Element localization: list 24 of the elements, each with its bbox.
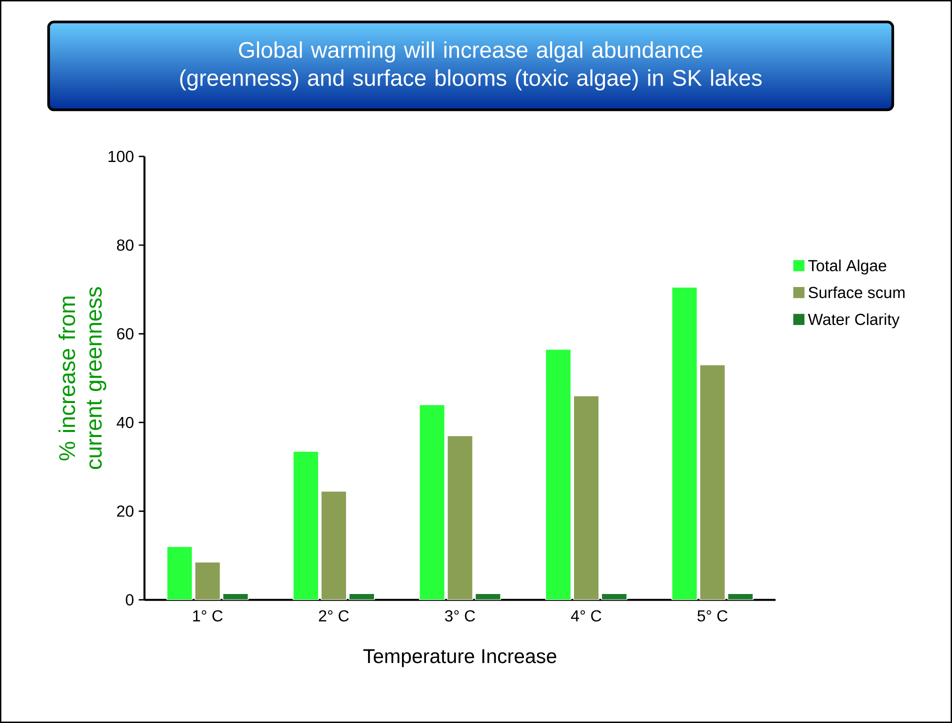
x-tick-label: 5° C: [697, 610, 728, 622]
y-tick-label: 80: [116, 239, 134, 251]
x-axis-title: Temperature Increase: [363, 649, 556, 668]
chart-title: Global warming will increase algal abundance (greenness) and surface blooms (toxic algae) in SK lakes: [180, 41, 762, 90]
y-tick-label: 0: [126, 594, 134, 606]
legend-label: Water Clarity: [808, 313, 900, 328]
y-axis-title: % increase from current greenness: [58, 287, 106, 470]
y-tick-label: 40: [116, 416, 134, 428]
bar: [292, 450, 319, 600]
bar: [419, 404, 446, 600]
x-tick-label: 1° C: [193, 610, 223, 622]
legend-label: Surface scum: [808, 286, 905, 298]
x-tick-label: 4° C: [571, 610, 602, 622]
y-tick-label: 20: [117, 505, 134, 517]
bar: [446, 435, 474, 600]
bar: [166, 546, 193, 600]
legend-label: Total Algae: [808, 260, 886, 274]
bar: [699, 364, 726, 600]
y-tick-label: 60: [117, 328, 134, 340]
x-tick-label: 3° C: [445, 610, 476, 622]
bar: [194, 562, 221, 600]
bar: [671, 286, 698, 600]
x-tick-label: 2° C: [318, 610, 349, 622]
y-tick-label: 100: [108, 150, 134, 162]
